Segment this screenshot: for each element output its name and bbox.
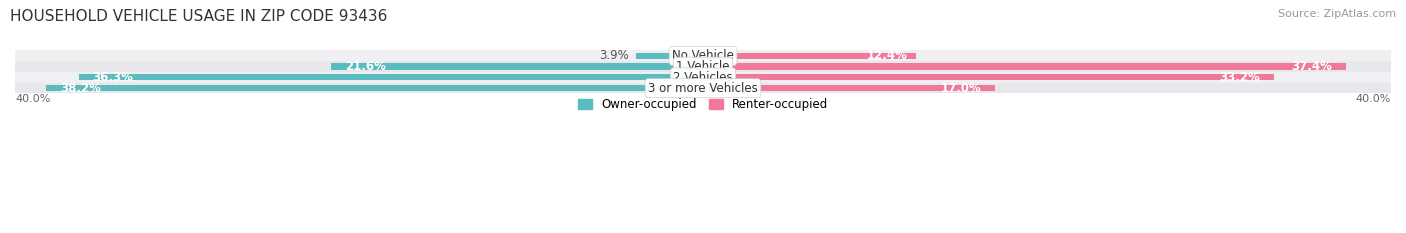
Bar [46, 85, 703, 91]
Legend: Owner-occupied, Renter-occupied: Owner-occupied, Renter-occupied [572, 93, 834, 116]
Text: 12.4%: 12.4% [868, 49, 908, 62]
Text: 17.0%: 17.0% [941, 82, 981, 95]
Bar [636, 53, 703, 59]
Text: Source: ZipAtlas.com: Source: ZipAtlas.com [1278, 9, 1396, 19]
Text: 36.3%: 36.3% [93, 71, 134, 84]
Text: 38.2%: 38.2% [59, 82, 101, 95]
Bar [15, 83, 1391, 93]
Bar [703, 74, 1274, 80]
Text: 40.0%: 40.0% [1355, 94, 1391, 104]
Bar [15, 61, 1391, 72]
Text: 2 Vehicles: 2 Vehicles [673, 71, 733, 84]
Text: 37.4%: 37.4% [1292, 60, 1333, 73]
Text: No Vehicle: No Vehicle [672, 49, 734, 62]
Text: 33.2%: 33.2% [1219, 71, 1260, 84]
Text: 3.9%: 3.9% [599, 49, 628, 62]
Bar [703, 85, 995, 91]
Bar [79, 74, 703, 80]
Text: HOUSEHOLD VEHICLE USAGE IN ZIP CODE 93436: HOUSEHOLD VEHICLE USAGE IN ZIP CODE 9343… [10, 9, 387, 24]
Bar [703, 64, 1347, 70]
Bar [15, 51, 1391, 61]
Bar [703, 53, 917, 59]
Text: 1 Vehicle: 1 Vehicle [676, 60, 730, 73]
Text: 40.0%: 40.0% [15, 94, 51, 104]
Bar [15, 72, 1391, 83]
Bar [332, 64, 703, 70]
Text: 3 or more Vehicles: 3 or more Vehicles [648, 82, 758, 95]
Text: 21.6%: 21.6% [346, 60, 387, 73]
